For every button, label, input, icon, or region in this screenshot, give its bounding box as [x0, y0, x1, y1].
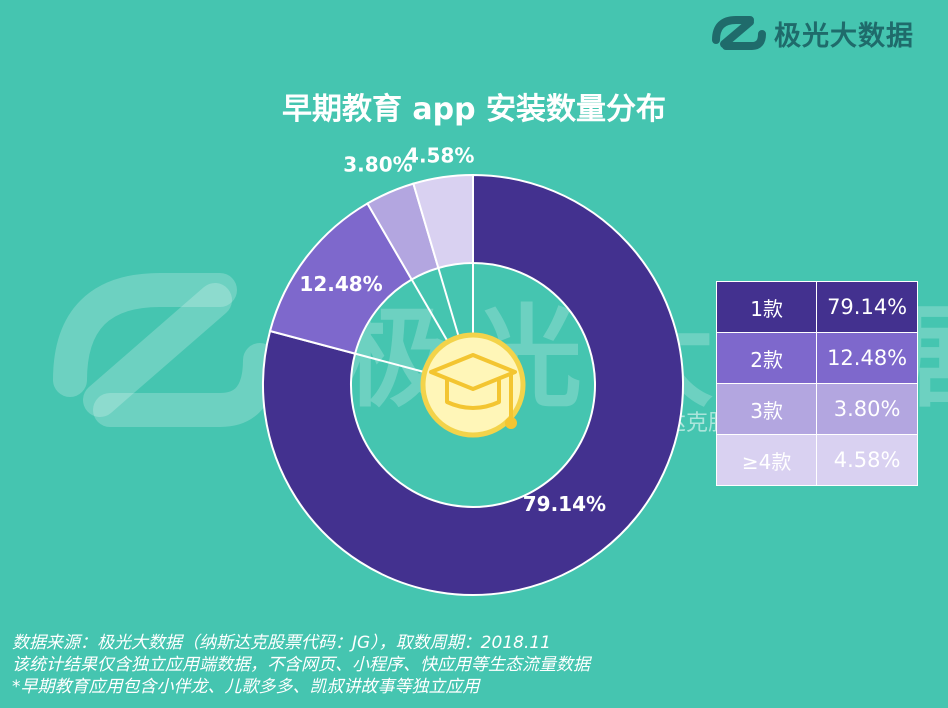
data-label-1: 79.14% [523, 492, 606, 516]
footer-note: *早期教育应用包含小伴龙、儿歌多多、凯叔讲故事等独立应用 [12, 677, 480, 697]
legend-value: 79.14% [816, 281, 918, 333]
donut-slice-1 [262, 173, 684, 596]
slice-divider-line [354, 352, 424, 373]
footer-notes: 数据来源：极光大数据（纳斯达克股票代码：JG），取数周期：2018.11 该统计… [12, 632, 590, 698]
legend-label: ≥4款 [715, 434, 818, 486]
legend-row: ≥4款 4.58% [715, 434, 918, 486]
jiguang-logo-icon [712, 16, 766, 50]
footer-scope: 该统计结果仅含独立应用端数据，不含网页、小程序、快应用等生态流量数据 [12, 655, 590, 675]
brand-name: 极光大数据 [774, 20, 914, 52]
legend-row: 1款 79.14% [715, 281, 918, 333]
center-badge [420, 332, 526, 438]
legend-label: 1款 [715, 281, 818, 333]
data-label-4: 4.58% [405, 143, 474, 167]
legend-label: 3款 [715, 383, 818, 435]
data-label-3: 3.80% [343, 153, 412, 177]
legend-value: 12.48% [816, 332, 918, 384]
slice-divider-line [437, 267, 460, 336]
graduation-cap-icon [429, 353, 517, 429]
slice-divider-line [410, 279, 448, 341]
legend-value: 4.58% [816, 434, 918, 486]
legend-table: 1款 79.14% 2款 12.48% 3款 3.80% ≥4款 4.58% [715, 281, 918, 486]
legend-row: 3款 3.80% [715, 383, 918, 435]
brand-logo: 极光大数据 [710, 10, 914, 56]
chart-title: 早期教育 app 安装数量分布 [281, 92, 667, 127]
donut-slice-4 [412, 173, 474, 270]
legend-value: 3.80% [816, 383, 918, 435]
legend-label: 2款 [715, 332, 818, 384]
legend-row: 2款 12.48% [715, 332, 918, 384]
footer-source: 数据来源：极光大数据（纳斯达克股票代码：JG），取数周期：2018.11 [12, 633, 551, 653]
data-label-2: 12.48% [299, 272, 382, 296]
